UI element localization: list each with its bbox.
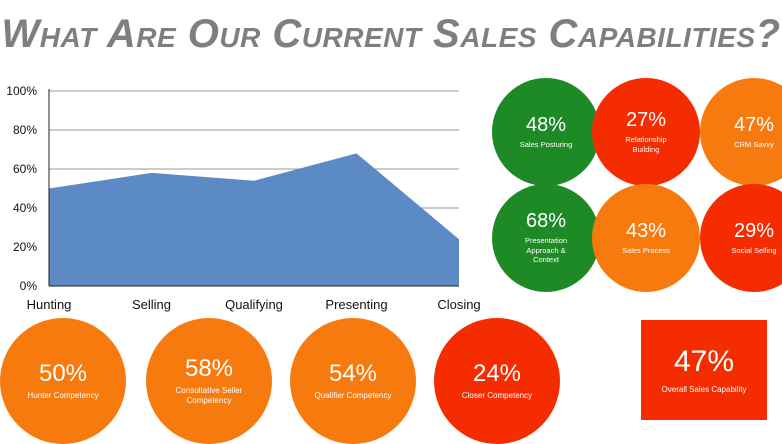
competency-pct: 54% — [328, 359, 378, 387]
capability-label: Relationship Building — [625, 135, 667, 154]
x-tick-label: Hunting — [27, 297, 72, 312]
competency-circle-qualifier: 54% Qualifier Competency — [290, 318, 416, 444]
overall-label: Overall Sales Capability — [661, 384, 747, 394]
capability-pct: 68% — [525, 210, 567, 233]
y-tick-label: 80% — [13, 123, 37, 137]
capability-label: Sales Posturing — [519, 139, 573, 149]
capability-pct: 48% — [525, 113, 567, 136]
competency-circle-consultative-seller: 58% Consultative Seller Competency — [146, 318, 272, 444]
competency-label: Consultative Seller Competency — [175, 385, 243, 405]
x-tick-label: Qualifying — [225, 297, 283, 312]
capability-area-chart: 0% 20% 40% 60% 80% 100% Hunting Selling Qualifyi… — [6, 84, 480, 312]
overall-capability-box: 47% Overall Sales Capability — [641, 320, 767, 420]
capability-label: CRM Savvy — [734, 139, 774, 149]
competency-pct: 50% — [38, 359, 88, 387]
capability-pct: 47% — [733, 113, 775, 136]
x-tick-label: Presenting — [325, 297, 387, 312]
overall-pct: 47% — [673, 344, 735, 378]
capability-pct: 27% — [625, 109, 667, 132]
capability-circle-sales-process: 43% Sales Process — [592, 184, 700, 292]
capability-circle-presentation: 68% Presentation Approach & Context — [492, 184, 600, 292]
x-tick-label: Closing — [437, 297, 480, 312]
capability-label: Sales Process — [622, 245, 670, 255]
competency-label: Qualifier Competency — [314, 390, 392, 400]
capability-label: Social Selling — [731, 245, 777, 255]
competency-label: Closer Competency — [461, 390, 533, 400]
capability-circle-relationship-building: 27% Relationship Building — [592, 78, 700, 186]
y-tick-label: 20% — [13, 240, 37, 254]
y-tick-label: 0% — [20, 279, 38, 293]
competency-circle-closer: 24% Closer Competency — [434, 318, 560, 444]
capability-circle-sales-posturing: 48% Sales Posturing — [492, 78, 600, 186]
capability-circle-social-selling: 29% Social Selling — [700, 184, 782, 292]
competency-circle-hunter: 50% Hunter Competency — [0, 318, 126, 444]
capability-circle-crm-savvy: 47% CRM Savvy — [700, 78, 782, 186]
y-tick-label: 60% — [13, 162, 37, 176]
competency-pct: 24% — [472, 359, 522, 387]
y-tick-label: 40% — [13, 201, 37, 215]
area-series — [49, 153, 459, 286]
capability-pct: 29% — [733, 219, 775, 242]
competency-label: Hunter Competency — [27, 390, 99, 400]
y-tick-label: 100% — [6, 84, 37, 98]
capability-label: Presentation Approach & Context — [524, 236, 568, 265]
x-tick-label: Selling — [132, 297, 171, 312]
competency-pct: 58% — [184, 354, 234, 382]
capability-pct: 43% — [625, 219, 667, 242]
page-title: What Are Our Current Sales Capabilities? — [1, 12, 781, 56]
